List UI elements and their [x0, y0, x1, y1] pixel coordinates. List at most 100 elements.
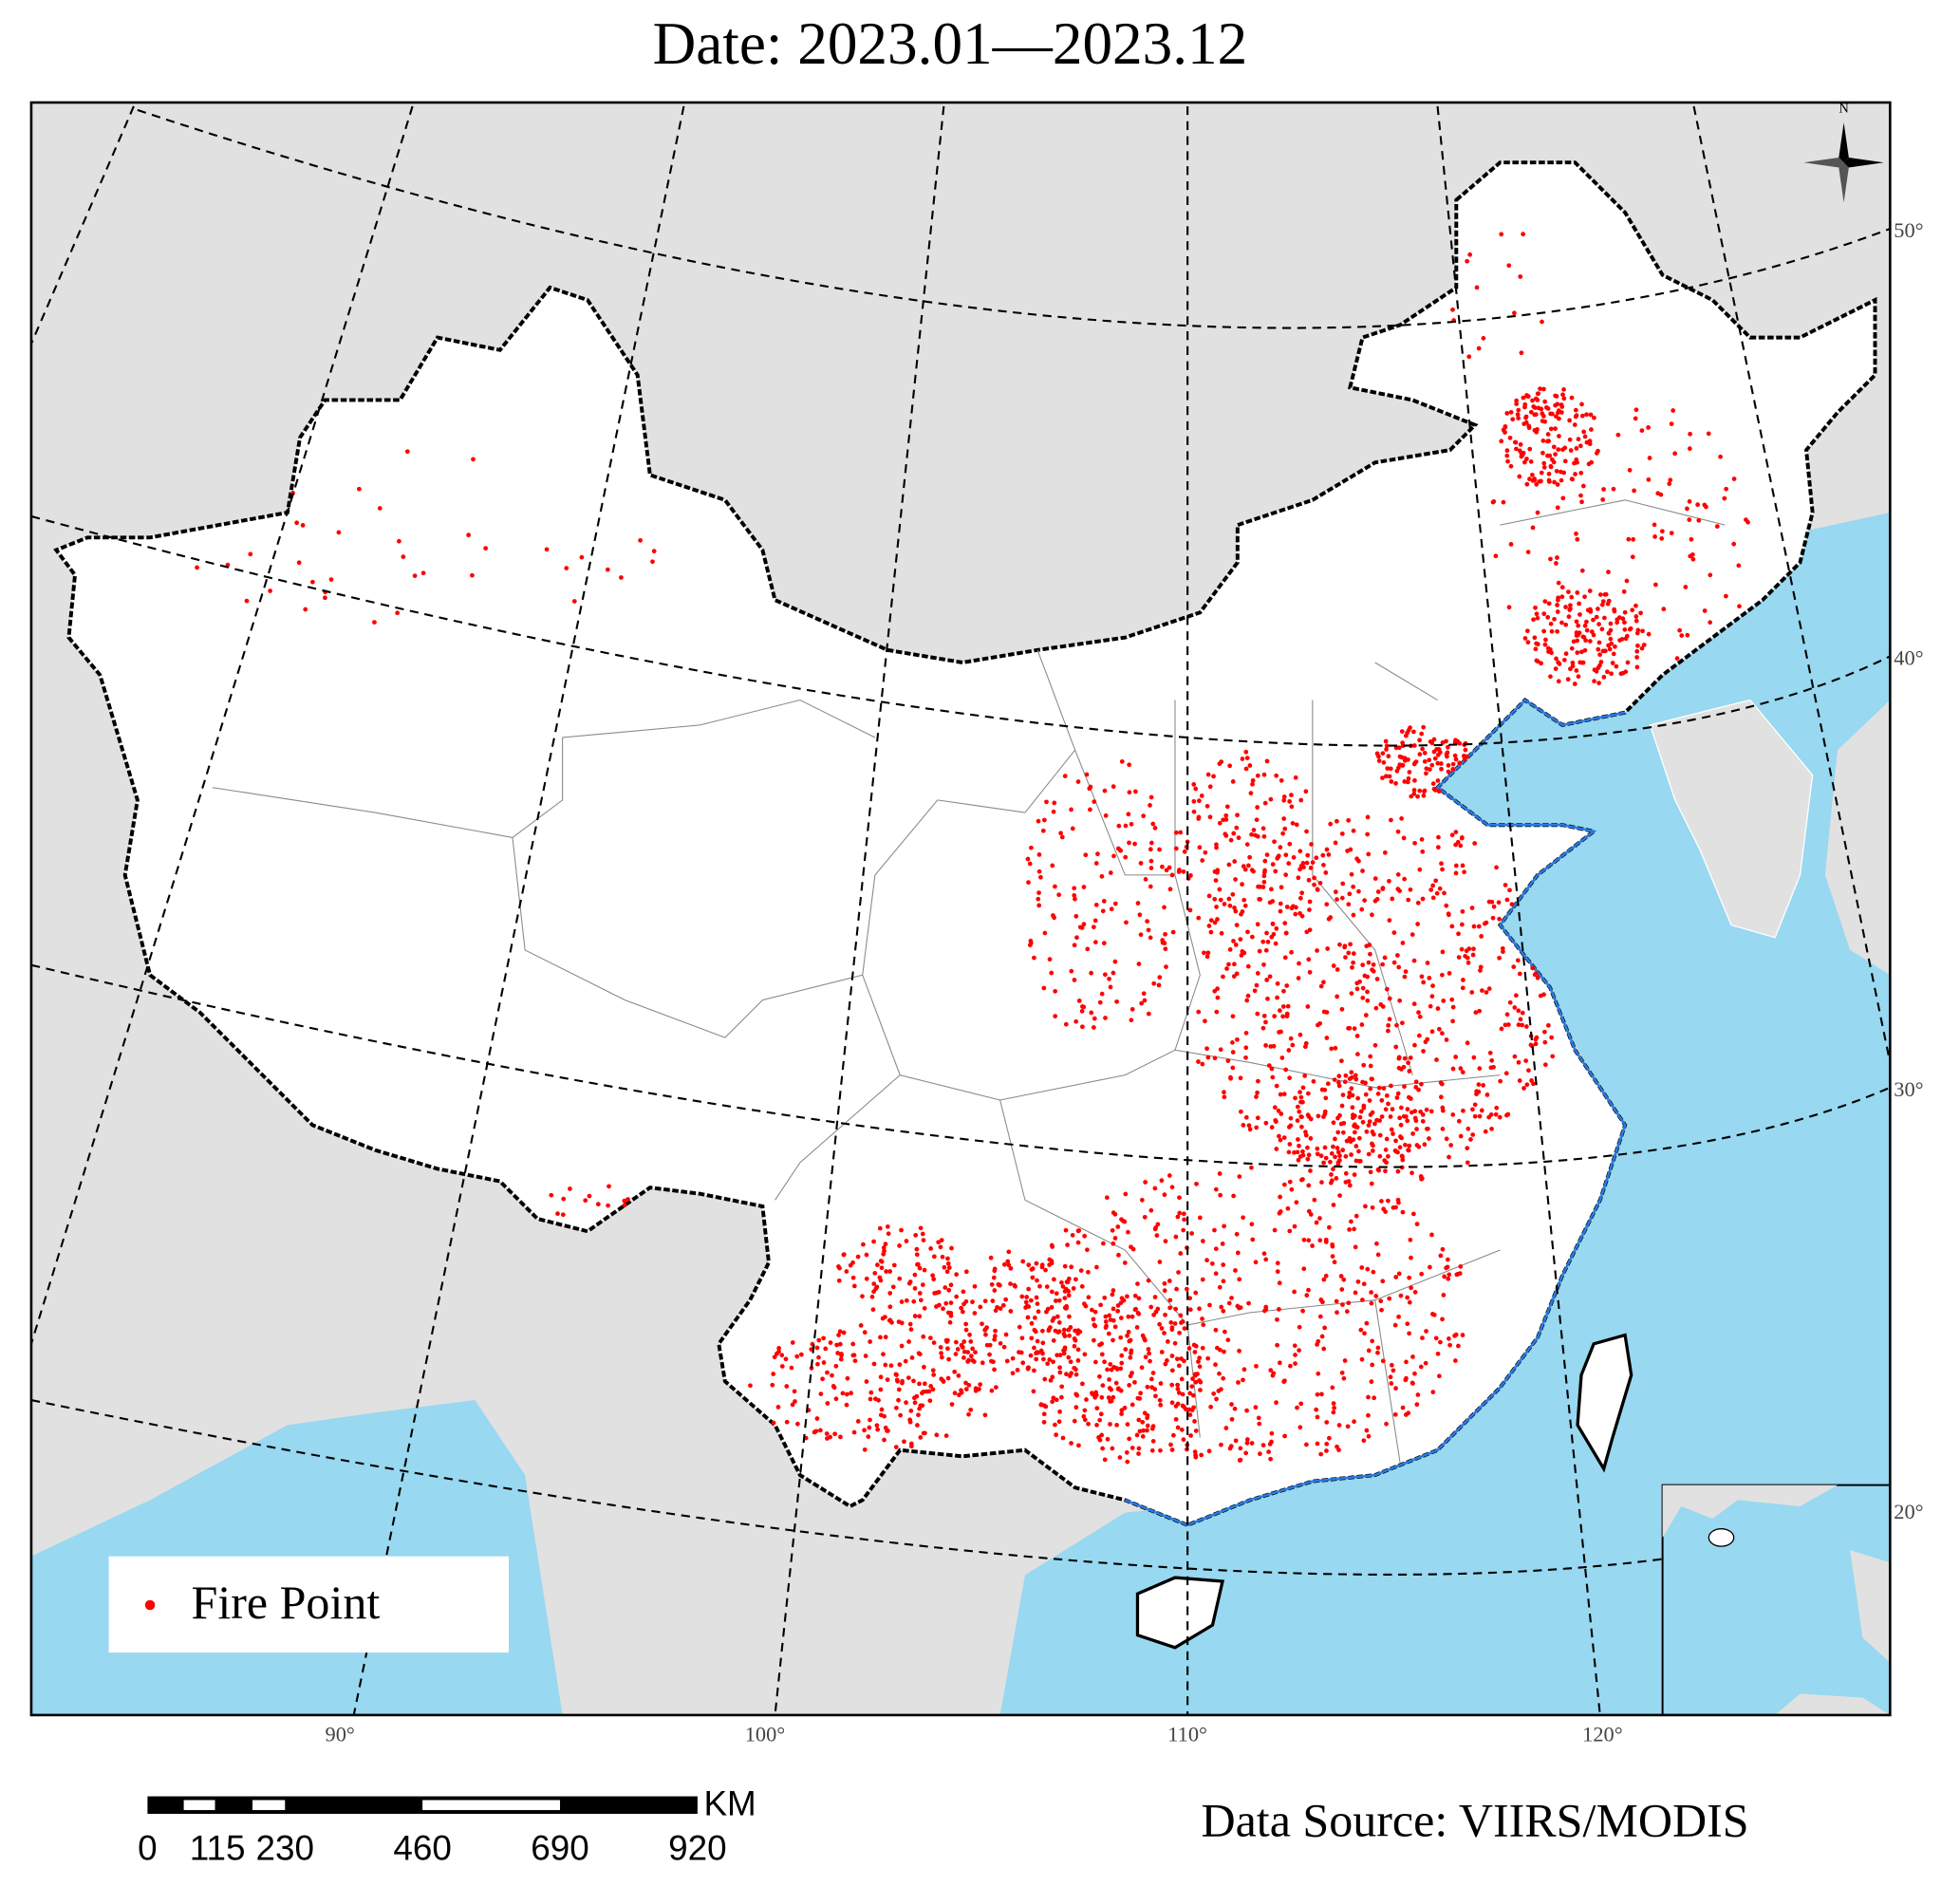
fire-point — [894, 1377, 900, 1383]
fire-point — [1561, 658, 1567, 663]
fire-point — [1159, 1326, 1165, 1331]
fire-point — [1275, 1260, 1280, 1266]
latitude-label: 30° — [1894, 1077, 1923, 1101]
fire-point — [1285, 1003, 1291, 1009]
fire-point — [1152, 1186, 1158, 1191]
fire-point — [792, 1389, 797, 1394]
fire-point — [970, 1299, 975, 1305]
fire-point — [651, 549, 657, 554]
fire-point — [1318, 1451, 1324, 1457]
fire-point — [1050, 863, 1055, 868]
fire-point — [871, 1239, 876, 1244]
fire-point — [1724, 486, 1729, 492]
fire-point — [1250, 1237, 1256, 1242]
fire-point — [1215, 995, 1221, 1000]
fire-point — [1116, 1252, 1121, 1258]
fire-point — [1029, 845, 1034, 850]
fire-point — [1221, 1262, 1226, 1267]
fire-point — [1020, 1259, 1026, 1264]
fire-point — [1306, 877, 1312, 883]
fire-point — [835, 1351, 841, 1355]
fire-point — [1000, 1302, 1006, 1308]
fire-point — [1279, 885, 1284, 890]
fire-point — [1027, 861, 1033, 867]
fire-point — [1429, 740, 1435, 746]
fire-point — [1192, 1449, 1198, 1454]
fire-point — [904, 1400, 908, 1406]
fire-point — [989, 1281, 995, 1287]
fire-point — [1381, 1086, 1387, 1091]
fire-point — [945, 1375, 951, 1381]
fire-point — [1005, 1259, 1011, 1264]
fire-point — [1335, 1115, 1340, 1121]
fire-point — [420, 570, 426, 576]
fire-point — [1263, 1120, 1269, 1126]
fire-point — [1140, 1433, 1146, 1439]
fire-point — [1600, 497, 1606, 502]
longitude-label: 110° — [1167, 1723, 1207, 1746]
fire-point — [1366, 1123, 1372, 1128]
fire-point — [838, 1434, 843, 1440]
fire-point — [1394, 1022, 1399, 1028]
fire-point — [1281, 816, 1287, 821]
fire-point — [1359, 906, 1365, 912]
fire-point — [1100, 1446, 1105, 1451]
fire-point — [917, 1314, 923, 1319]
fire-point — [886, 1231, 891, 1237]
fire-point — [1289, 793, 1294, 797]
fire-point — [1499, 439, 1504, 444]
fire-point — [1167, 1279, 1172, 1283]
fire-point — [1075, 1240, 1081, 1245]
fire-point — [913, 1232, 919, 1238]
fire-point — [1102, 788, 1108, 794]
fire-point — [1279, 1055, 1285, 1060]
fire-point — [1145, 1423, 1150, 1429]
fire-point — [960, 1345, 965, 1350]
fire-point — [1446, 769, 1451, 775]
fire-point — [1050, 1289, 1055, 1295]
fire-point — [864, 1252, 869, 1258]
fire-point — [1347, 891, 1353, 897]
fire-point — [1292, 1343, 1297, 1349]
fire-point — [1083, 852, 1089, 858]
fire-point — [1610, 661, 1615, 665]
fire-point — [1503, 883, 1508, 887]
fire-point — [1347, 1025, 1353, 1031]
fire-point — [1333, 1136, 1337, 1142]
fire-point — [1122, 1405, 1128, 1410]
fire-point — [1314, 855, 1319, 861]
legend: Fire Point — [108, 1556, 510, 1653]
fire-point — [1375, 1252, 1381, 1258]
fire-point — [1226, 862, 1232, 868]
fire-point — [1298, 797, 1304, 803]
fire-point — [1521, 395, 1526, 401]
fire-point — [898, 1412, 904, 1418]
fire-point — [824, 1431, 830, 1436]
fire-point — [1368, 1169, 1373, 1175]
scale-label: 115 — [190, 1829, 246, 1868]
fire-point — [1288, 1363, 1293, 1369]
fire-point — [1341, 1277, 1347, 1282]
fire-point — [1384, 1160, 1389, 1166]
fire-point — [1237, 1174, 1242, 1179]
fire-point — [1315, 1441, 1320, 1447]
fire-point — [1081, 885, 1087, 889]
fire-point — [1573, 407, 1578, 413]
fire-point — [994, 1385, 999, 1390]
fire-point — [571, 599, 577, 604]
fire-point — [1125, 1294, 1129, 1299]
fire-point — [336, 530, 342, 535]
fire-point — [992, 1336, 998, 1342]
fire-point — [1402, 1084, 1407, 1090]
fire-point — [1275, 1316, 1279, 1322]
fire-point — [1110, 1227, 1115, 1233]
scale-unit: KM — [703, 1783, 756, 1822]
fire-point — [1346, 902, 1352, 907]
fire-point — [1596, 607, 1600, 611]
fire-point — [883, 1242, 888, 1247]
fire-point — [1127, 1382, 1132, 1388]
fire-point — [915, 1261, 920, 1267]
fire-point — [1055, 1314, 1060, 1319]
fire-point — [1171, 1432, 1176, 1438]
fire-point — [1596, 640, 1602, 645]
